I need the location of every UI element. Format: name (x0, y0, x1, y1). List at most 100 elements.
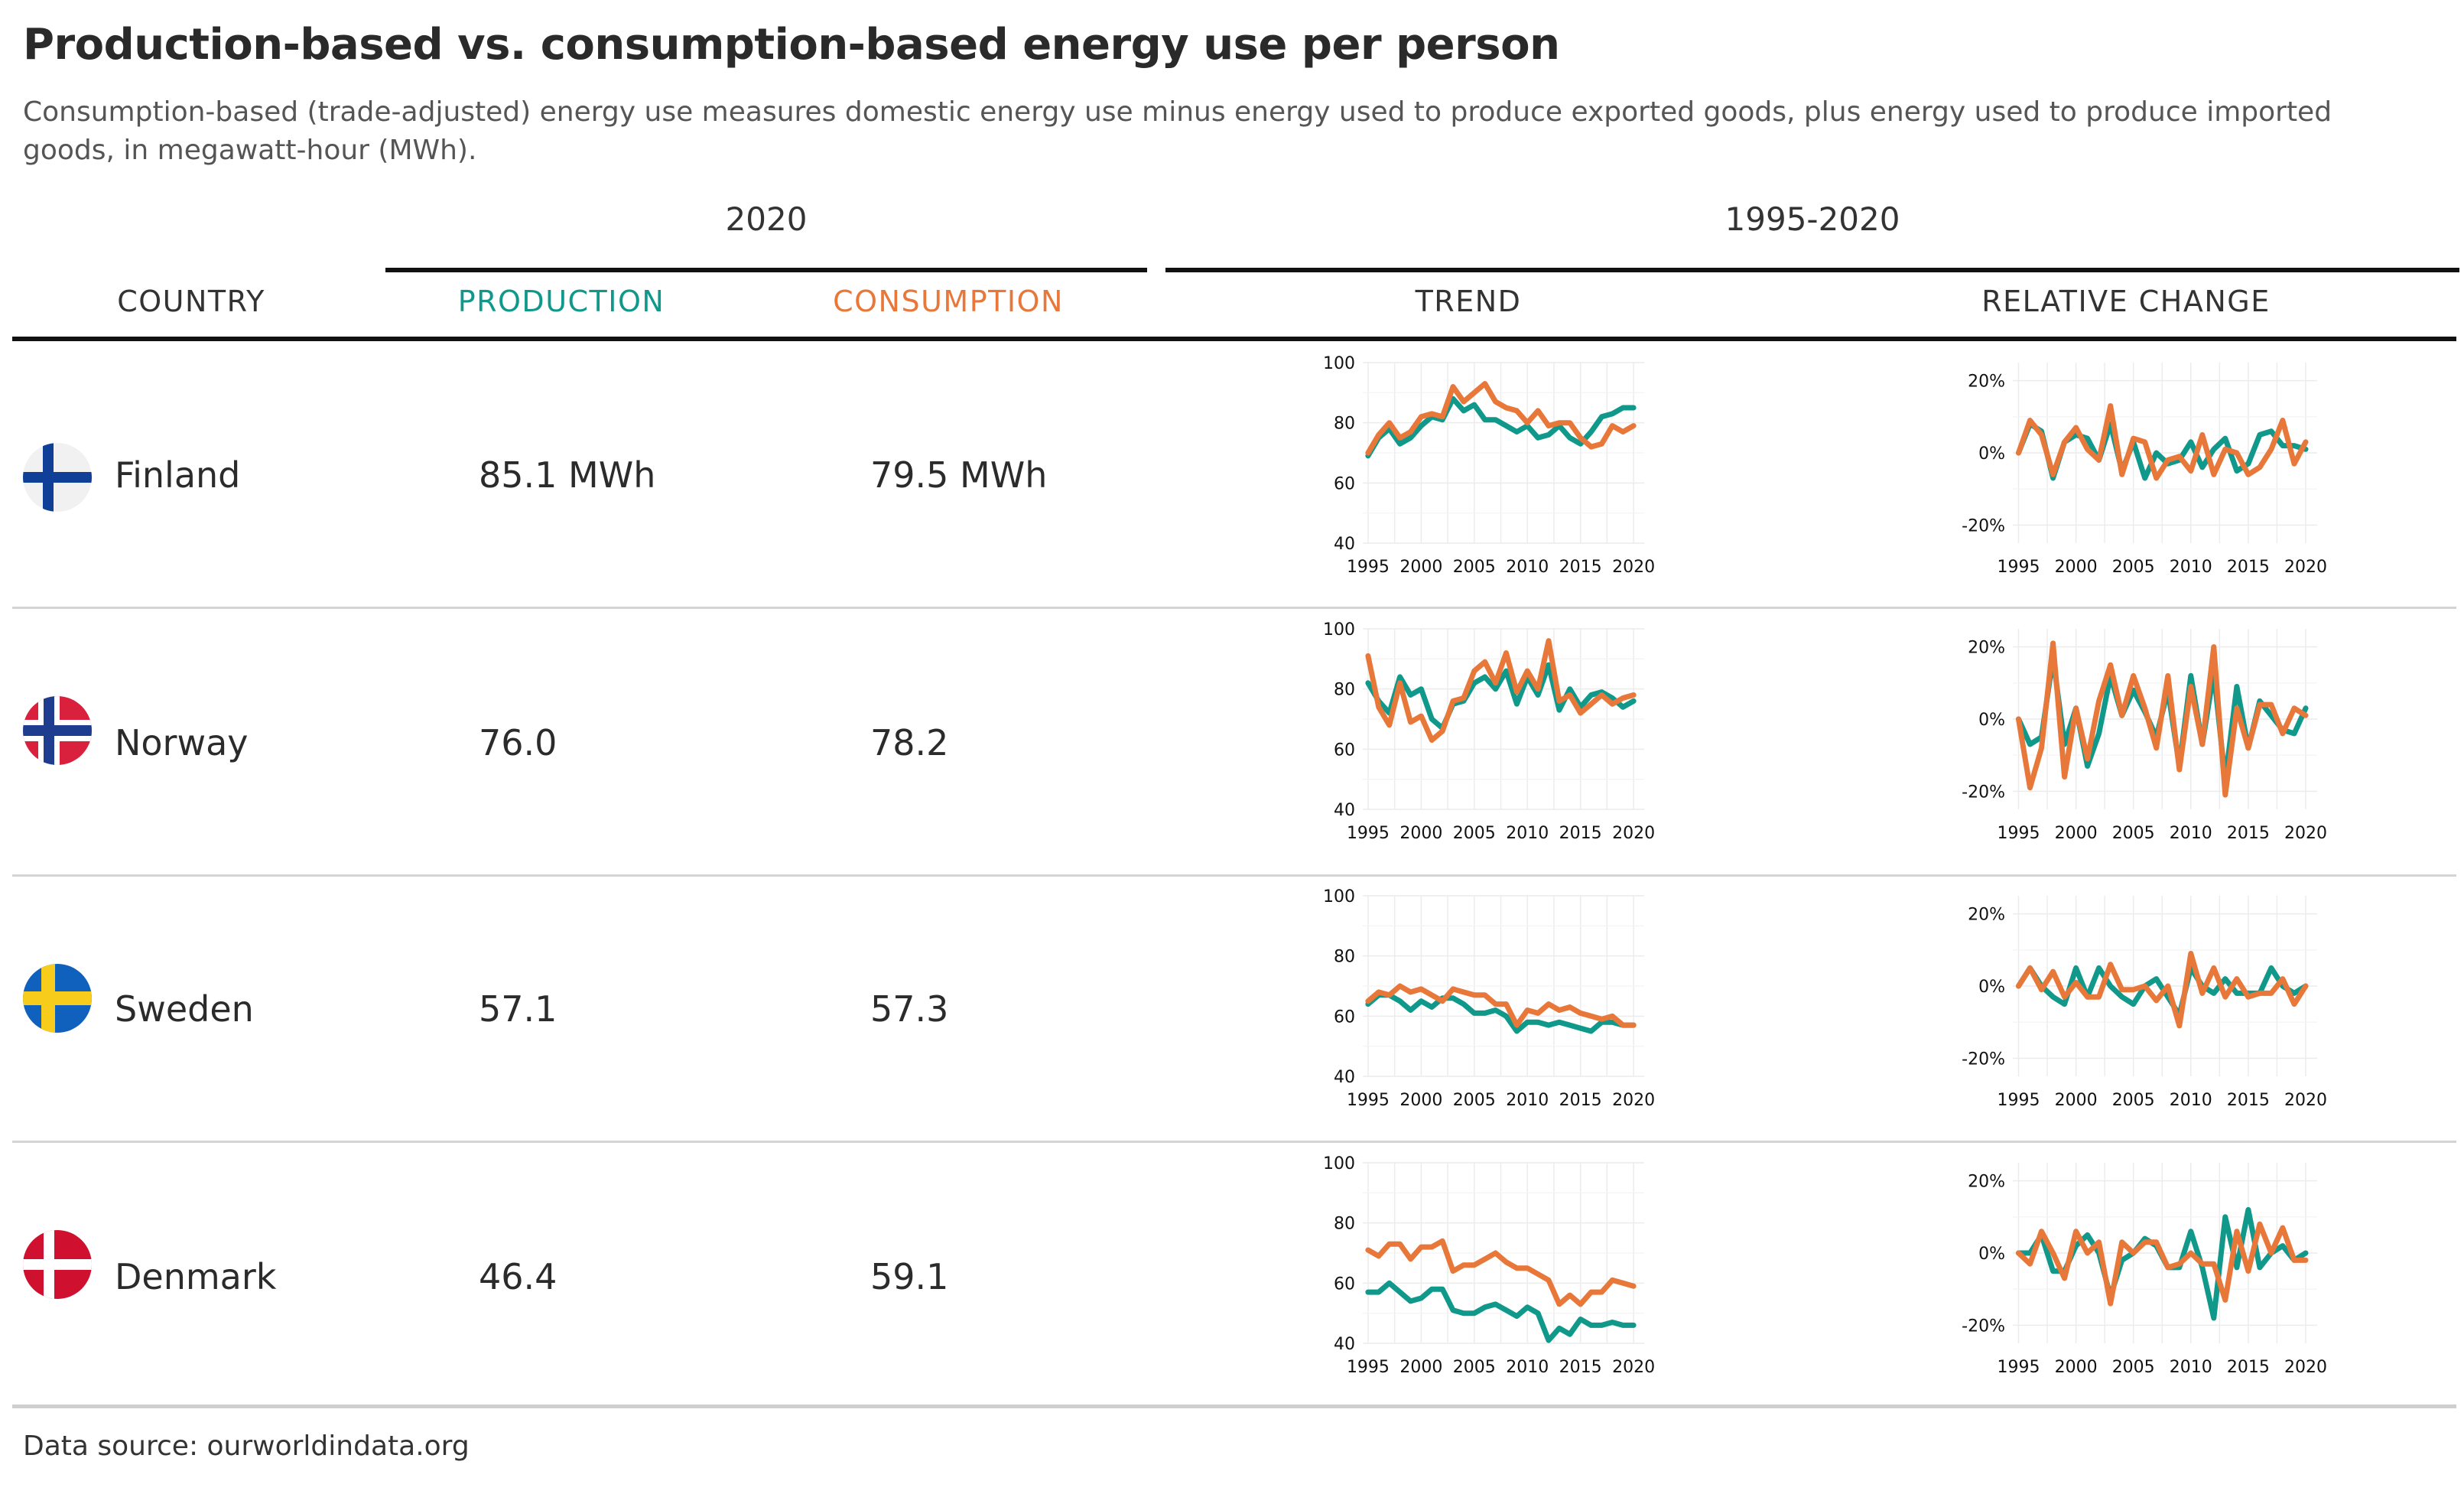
table-bottom-rule (12, 1404, 2456, 1408)
sweden-trend-consumption-line (1365, 983, 1637, 1028)
spanner-1995-2020: 1995-2020 (1724, 200, 1900, 238)
y-tick-label: 0% (1978, 444, 2005, 464)
finland-trend-production-line (1365, 395, 1637, 459)
country-name: Norway (115, 722, 249, 763)
x-tick-label: 2010 (1506, 1358, 1549, 1377)
column-header-trend: TREND (1415, 285, 1522, 318)
x-tick-label: 2020 (1612, 824, 1655, 843)
x-tick-label: 2020 (2284, 1358, 2327, 1377)
y-tick-label: 0% (1978, 1245, 2005, 1264)
column-header-relative-change: RELATIVE CHANGE (1981, 285, 2271, 318)
x-tick-label: 2005 (2112, 824, 2155, 843)
y-tick-label: 60 (1334, 1007, 1355, 1027)
norway-flag-icon (23, 696, 92, 765)
spanner-2020: 2020 (725, 200, 808, 238)
norway-change-consumption-line (2016, 640, 2309, 798)
x-tick-label: 2010 (2170, 558, 2212, 577)
x-tick-label: 2015 (1559, 1091, 1602, 1110)
production-value: 57.1 (479, 988, 557, 1030)
y-tick-label: 100 (1323, 1154, 1355, 1173)
sweden-change-consumption-line (2016, 951, 2309, 1029)
production-value: 76.0 (479, 722, 557, 763)
header-rule (12, 337, 2456, 341)
norway-trend-consumption-line (1365, 638, 1637, 743)
x-tick-label: 1995 (1347, 1091, 1390, 1110)
y-tick-label: 60 (1334, 740, 1355, 760)
y-tick-label: 100 (1323, 887, 1355, 906)
trend-chart-finland: 40 60 80 100 1995 2000 2005 2010 2015 2020 (1323, 354, 1655, 577)
data-source-note: Data source: ourworldindata.org (23, 1431, 470, 1462)
x-tick-label: 2000 (2055, 1358, 2098, 1377)
x-tick-label: 2015 (1559, 824, 1602, 843)
y-tick-label: 80 (1334, 681, 1355, 700)
x-tick-label: 2020 (2284, 558, 2327, 577)
relative-change-chart-finland: -20% 0% 20% 1995 2000 2005 2010 2015 2020 (1962, 363, 2327, 577)
y-tick-label: 100 (1323, 354, 1355, 373)
norway-trend-production-line (1365, 662, 1637, 731)
x-tick-label: 2000 (2055, 1091, 2098, 1110)
x-tick-label: 2015 (2227, 1358, 2270, 1377)
production-value: 46.4 (479, 1256, 557, 1297)
y-tick-label: 0% (1978, 978, 2005, 997)
y-tick-label: 40 (1334, 535, 1355, 554)
x-tick-label: 2005 (2112, 558, 2155, 577)
y-tick-label: -20% (1962, 1317, 2005, 1336)
y-tick-label: -20% (1962, 1050, 2005, 1069)
x-tick-label: 2005 (1453, 558, 1496, 577)
relative-change-chart-norway: -20% 0% 20% 1995 2000 2005 2010 2015 2020 (1962, 629, 2327, 843)
x-tick-label: 2000 (1399, 558, 1442, 577)
denmark-trend-consumption-line (1365, 1238, 1637, 1307)
y-tick-label: 80 (1334, 415, 1355, 434)
y-tick-label: 40 (1334, 801, 1355, 820)
y-tick-label: 100 (1323, 620, 1355, 640)
country-name: Finland (115, 454, 241, 496)
x-tick-label: 2020 (1612, 558, 1655, 577)
spanner-rule-2020 (385, 268, 1147, 272)
y-tick-label: 80 (1334, 948, 1355, 967)
consumption-value: 57.3 (870, 988, 949, 1030)
chart-subtitle: Consumption-based (trade-adjusted) energ… (23, 96, 2332, 166)
x-tick-label: 2010 (1506, 824, 1549, 843)
x-tick-label: 2010 (1506, 558, 1549, 577)
trend-chart-norway: 40 60 80 100 1995 2000 2005 2010 2015 2020 (1323, 620, 1655, 843)
y-tick-label: 40 (1334, 1068, 1355, 1087)
x-tick-label: 2000 (1399, 1091, 1442, 1110)
column-header-country: COUNTRY (117, 285, 265, 318)
x-tick-label: 1995 (1998, 558, 2040, 577)
denmark-flag-icon (23, 1230, 92, 1299)
x-tick-label: 2005 (1453, 1358, 1496, 1377)
row-separator (12, 1141, 2456, 1143)
sweden-trend-production-line (1365, 992, 1637, 1034)
x-tick-label: 2015 (2227, 558, 2270, 577)
y-tick-label: 60 (1334, 1274, 1355, 1294)
x-tick-label: 2015 (2227, 1091, 2270, 1110)
x-tick-label: 1995 (1347, 824, 1390, 843)
column-header-production: PRODUCTION (457, 285, 665, 318)
relative-change-chart-sweden: -20% 0% 20% 1995 2000 2005 2010 2015 2020 (1962, 896, 2327, 1110)
x-tick-label: 2020 (2284, 1091, 2327, 1110)
denmark-trend-production-line (1365, 1280, 1637, 1343)
denmark-change-consumption-line (2016, 1221, 2309, 1307)
x-tick-label: 2005 (2112, 1358, 2155, 1377)
production-value: 85.1 MWh (479, 454, 656, 496)
x-tick-label: 2005 (1453, 1091, 1496, 1110)
y-tick-label: -20% (1962, 516, 2005, 535)
spanner-rule-1995-2020 (1165, 268, 2459, 272)
row-separator (12, 607, 2456, 609)
y-tick-label: 0% (1978, 711, 2005, 730)
y-tick-label: -20% (1962, 783, 2005, 802)
x-tick-label: 2015 (1559, 1358, 1602, 1377)
y-tick-label: 80 (1334, 1215, 1355, 1234)
trend-chart-denmark: 40 60 80 100 1995 2000 2005 2010 2015 2020 (1323, 1154, 1655, 1377)
x-tick-label: 2015 (1559, 558, 1602, 577)
x-tick-label: 1995 (1998, 1091, 2040, 1110)
column-header-consumption: CONSUMPTION (833, 285, 1064, 318)
x-tick-label: 1995 (1347, 558, 1390, 577)
sweden-flag-icon (23, 964, 92, 1033)
x-tick-label: 1995 (1347, 1358, 1390, 1377)
x-tick-label: 2015 (2227, 824, 2270, 843)
finland-change-consumption-line (2016, 403, 2309, 481)
y-tick-label: 60 (1334, 474, 1355, 493)
country-name: Denmark (115, 1256, 277, 1297)
finland-trend-consumption-line (1365, 381, 1637, 456)
